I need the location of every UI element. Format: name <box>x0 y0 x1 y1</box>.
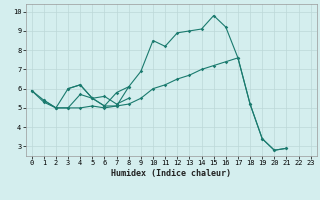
X-axis label: Humidex (Indice chaleur): Humidex (Indice chaleur) <box>111 169 231 178</box>
